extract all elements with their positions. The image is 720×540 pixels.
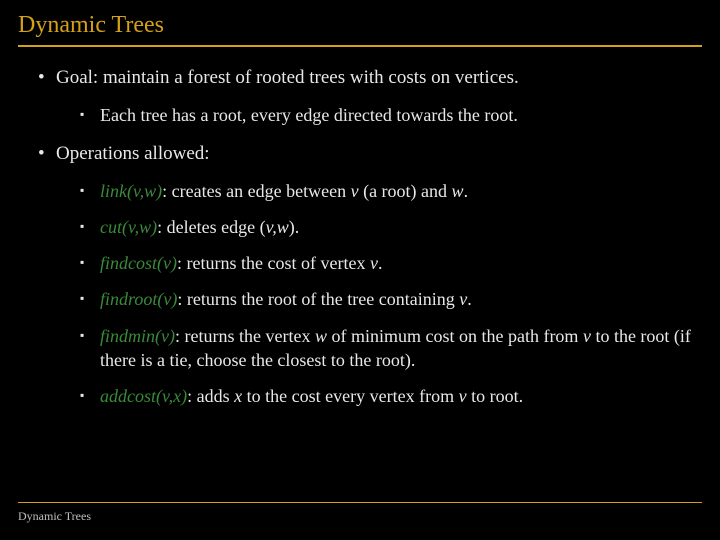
sub-goal-1: Each tree has a root, every edge directe… <box>80 103 702 127</box>
op-findcost: findcost(v): returns the cost of vertex … <box>80 251 702 275</box>
title-underline <box>18 45 702 47</box>
slide-content: Goal: maintain a forest of rooted trees … <box>18 65 702 409</box>
footer-line <box>18 502 702 503</box>
op-addcost: addcost(v,x): adds x to the cost every v… <box>80 384 702 408</box>
op-link: link(v,w): creates an edge between v (a … <box>80 179 702 203</box>
op-findcost-end: . <box>378 253 383 273</box>
slide-footer: Dynamic Trees <box>18 502 702 524</box>
op-findcost-desc: : returns the cost of vertex <box>177 253 370 273</box>
op-addcost-v: v <box>459 386 467 406</box>
op-cut-desc: : deletes edge ( <box>157 217 265 237</box>
op-cut-name: cut( <box>100 217 128 237</box>
bullet-ops-text: Operations allowed: <box>56 143 210 164</box>
op-findroot-name: findroot( <box>100 289 163 309</box>
op-findcost-args: v <box>163 253 171 273</box>
op-addcost-name: addcost( <box>100 386 162 406</box>
op-link-desc: : creates an edge between <box>162 181 350 201</box>
bullet-goal-text: Goal: maintain a forest of rooted trees … <box>56 67 519 88</box>
op-link-end: . <box>464 181 469 201</box>
op-findmin-w: w <box>315 326 327 346</box>
sub-list-goal: Each tree has a root, every edge directe… <box>56 103 702 127</box>
op-findcost-name: findcost( <box>100 253 163 273</box>
op-link-name: link( <box>100 181 133 201</box>
op-findcost-v: v <box>370 253 378 273</box>
op-cut-end: ). <box>289 217 300 237</box>
slide-container: Dynamic Trees Goal: maintain a forest of… <box>0 0 720 540</box>
bullet-operations: Operations allowed: link(v,w): creates a… <box>38 141 702 409</box>
op-findmin-v: v <box>583 326 591 346</box>
op-addcost-mid: to the cost every vertex from <box>242 386 458 406</box>
sub-list-ops: link(v,w): creates an edge between v (a … <box>56 179 702 409</box>
op-cut-vw: v,w <box>266 217 289 237</box>
op-link-mid: (a root) and <box>359 181 452 201</box>
op-addcost-end: to root. <box>467 386 524 406</box>
op-findroot-end: . <box>467 289 472 309</box>
op-cut-args: v,w <box>128 217 151 237</box>
op-findmin-name: findmin( <box>100 326 161 346</box>
op-link-w: w <box>452 181 464 201</box>
bullet-goal: Goal: maintain a forest of rooted trees … <box>38 65 702 127</box>
op-findroot: findroot(v): returns the root of the tre… <box>80 287 702 311</box>
slide-title: Dynamic Trees <box>18 12 702 45</box>
bullet-list: Goal: maintain a forest of rooted trees … <box>26 65 702 409</box>
op-addcost-x: x <box>234 386 242 406</box>
op-link-v: v <box>351 181 359 201</box>
op-findroot-desc: : returns the root of the tree containin… <box>177 289 459 309</box>
op-findmin-desc: : returns the vertex <box>175 326 315 346</box>
op-cut: cut(v,w): deletes edge (v,w). <box>80 215 702 239</box>
op-findmin-args: v <box>161 326 169 346</box>
footer-text: Dynamic Trees <box>18 509 702 524</box>
op-addcost-desc: : adds <box>187 386 234 406</box>
op-findmin: findmin(v): returns the vertex w of mini… <box>80 324 702 373</box>
op-link-args: v,w <box>133 181 156 201</box>
op-findmin-mid1: of minimum cost on the path from <box>327 326 583 346</box>
op-addcost-args: v,x <box>162 386 181 406</box>
